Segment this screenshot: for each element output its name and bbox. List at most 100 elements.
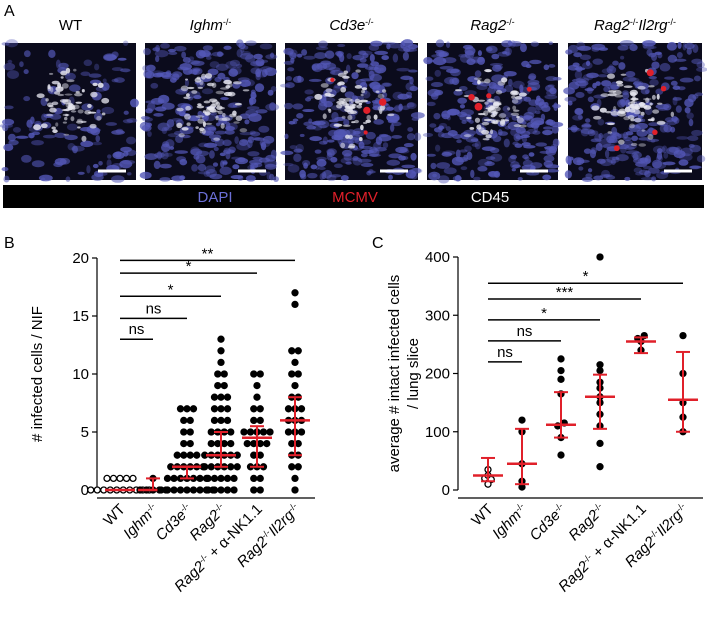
cell xyxy=(159,177,171,182)
cell xyxy=(507,121,520,131)
cell xyxy=(360,153,368,158)
cell xyxy=(425,59,435,63)
cell xyxy=(209,173,223,180)
cell xyxy=(253,137,265,141)
cell xyxy=(373,141,382,150)
cell xyxy=(375,90,380,93)
cell xyxy=(201,73,206,80)
data-point xyxy=(207,439,215,448)
cell xyxy=(93,112,103,121)
cell xyxy=(254,83,265,92)
cell xyxy=(155,55,160,63)
data-point xyxy=(186,439,194,448)
cell xyxy=(330,156,338,163)
cell xyxy=(401,105,410,111)
cell xyxy=(678,159,689,166)
y-tick-label: 0 xyxy=(442,482,450,499)
cell xyxy=(542,126,553,130)
data-point xyxy=(196,474,204,483)
cell xyxy=(406,102,415,108)
cell xyxy=(314,149,322,154)
cell xyxy=(259,43,273,50)
cell xyxy=(377,93,385,99)
cell xyxy=(439,66,454,70)
data-point xyxy=(163,474,172,483)
cell xyxy=(630,142,638,147)
data-point xyxy=(256,486,264,494)
data-point xyxy=(189,486,198,494)
cell xyxy=(310,164,318,170)
data-point xyxy=(217,393,225,401)
cell xyxy=(428,171,441,181)
data-point xyxy=(176,486,185,494)
cell xyxy=(629,123,635,129)
cell xyxy=(283,60,294,65)
data-point xyxy=(170,486,178,494)
cell xyxy=(280,150,294,156)
data-point xyxy=(259,428,268,436)
cell xyxy=(1,42,10,46)
cell xyxy=(641,129,645,132)
cell xyxy=(452,175,462,182)
cell xyxy=(617,133,629,139)
cell xyxy=(23,50,31,58)
cell xyxy=(362,121,368,125)
cell xyxy=(264,67,277,77)
cell xyxy=(612,132,622,140)
cell xyxy=(651,94,656,100)
cell xyxy=(174,45,187,52)
cell xyxy=(693,75,701,82)
cell xyxy=(269,102,276,111)
cell xyxy=(3,62,16,71)
cell xyxy=(322,113,327,120)
cell xyxy=(345,161,352,165)
cell xyxy=(543,160,554,168)
cell xyxy=(637,85,646,90)
cell xyxy=(214,76,222,83)
cell xyxy=(548,64,556,68)
cell xyxy=(656,148,663,154)
cell xyxy=(545,168,559,173)
cell xyxy=(55,122,59,127)
data-point xyxy=(207,463,215,471)
cell xyxy=(598,138,611,148)
cell xyxy=(260,141,267,151)
cell xyxy=(406,133,416,141)
cell xyxy=(305,97,312,102)
cell xyxy=(676,136,689,140)
cell xyxy=(70,116,75,122)
cell xyxy=(365,131,376,140)
cell xyxy=(502,51,508,55)
cell xyxy=(625,131,634,136)
cell xyxy=(460,166,468,171)
cell xyxy=(410,112,425,119)
cell xyxy=(26,119,33,128)
cell xyxy=(526,86,532,92)
data-point xyxy=(266,428,274,436)
data-point xyxy=(291,381,299,390)
cell xyxy=(61,83,69,89)
cell xyxy=(618,139,625,145)
cell xyxy=(406,102,417,110)
cell xyxy=(77,109,84,114)
cell xyxy=(411,117,420,121)
cell xyxy=(564,96,577,103)
cell xyxy=(432,57,447,66)
cell xyxy=(317,166,326,171)
data-point xyxy=(291,474,299,483)
cell xyxy=(674,58,687,62)
cell xyxy=(247,151,260,157)
cell xyxy=(522,159,533,167)
cell xyxy=(262,135,275,144)
data-point xyxy=(250,416,258,425)
cell xyxy=(442,150,456,156)
cell xyxy=(497,51,511,57)
cell xyxy=(343,97,353,102)
cell xyxy=(83,59,93,67)
data-point xyxy=(210,474,219,483)
cell xyxy=(299,169,306,178)
cell xyxy=(578,166,584,171)
cell xyxy=(679,77,694,83)
data-point xyxy=(291,289,299,297)
cell xyxy=(527,75,536,81)
